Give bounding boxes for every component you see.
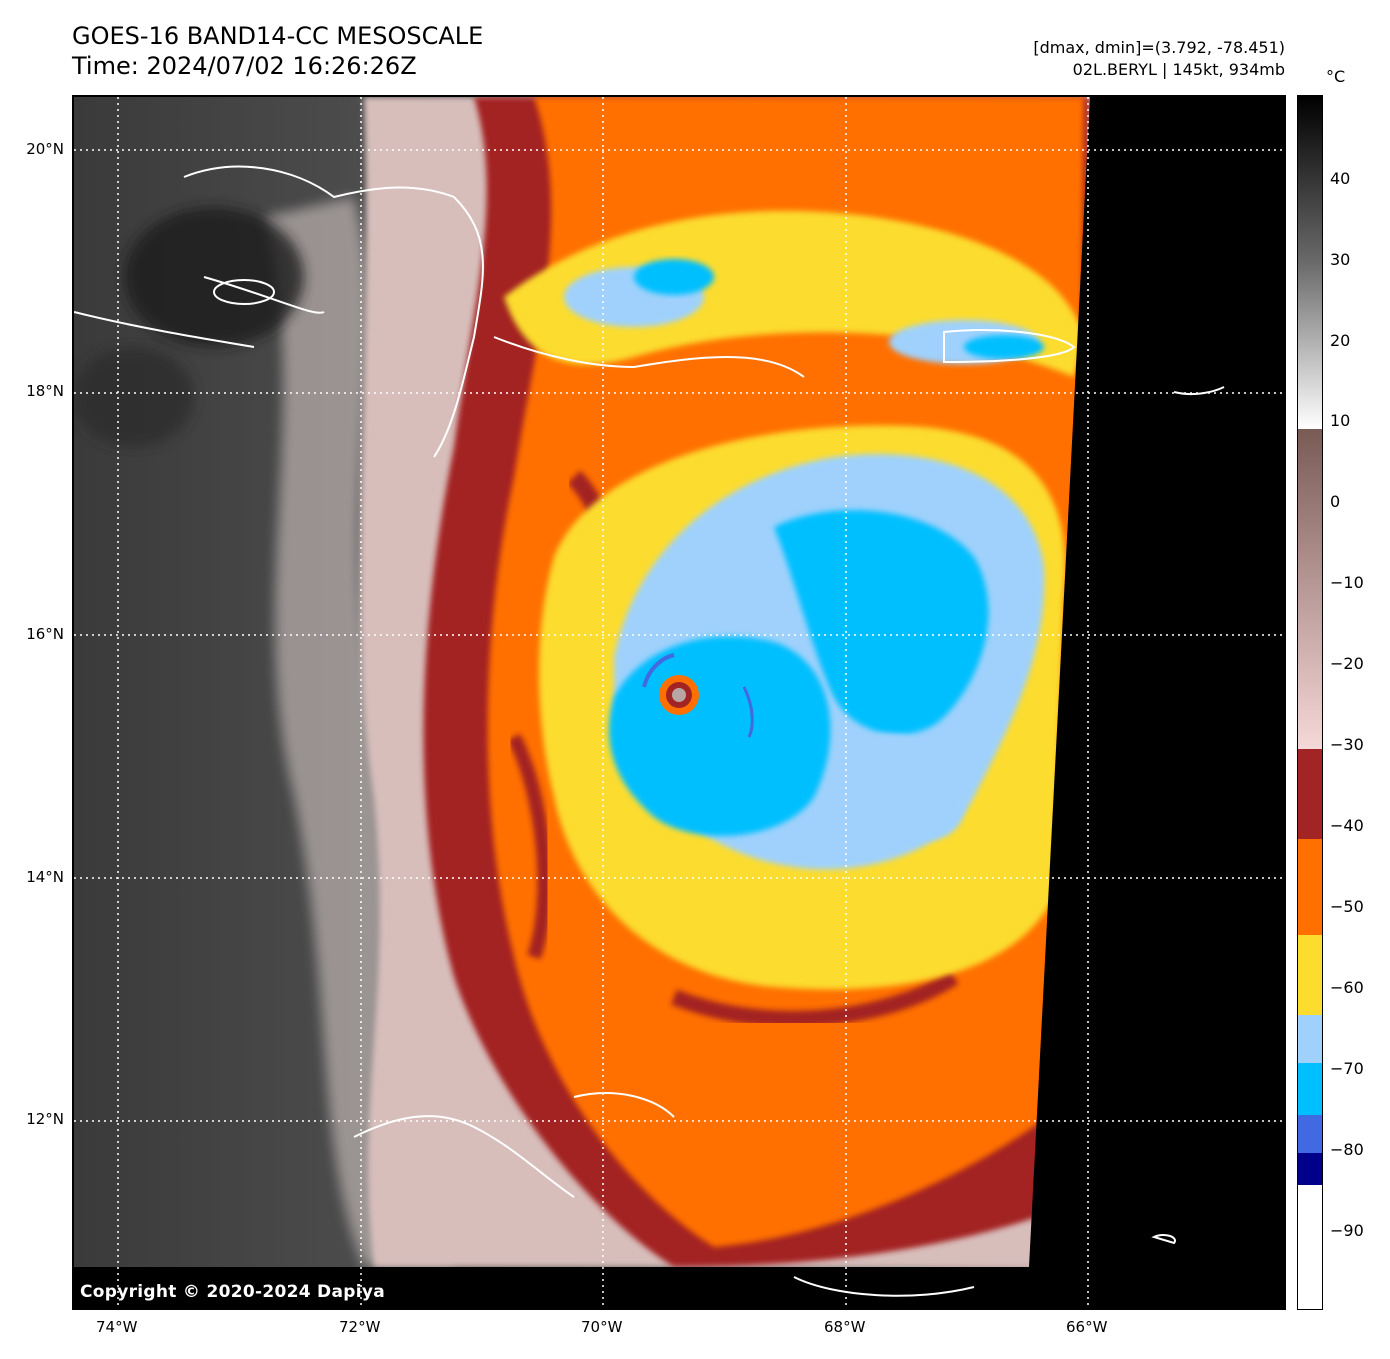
colorbar-tick-minus60: −60 (1330, 978, 1364, 997)
title-line-1: GOES-16 BAND14-CC MESOSCALE (72, 22, 484, 50)
colorbar-tick-minus90: −90 (1330, 1221, 1364, 1240)
lat-label-16n: 16°N (26, 625, 64, 643)
colorbar-tick-minus50: −50 (1330, 897, 1364, 916)
lon-label-72w: 72°W (339, 1318, 381, 1336)
stats-line: [dmax, dmin]=(3.792, -78.451) (1033, 38, 1285, 57)
colorbar-tick-minus20: −20 (1330, 654, 1364, 673)
colorbar-tick-minus10: −10 (1330, 573, 1364, 592)
colorbar-tick-minus30: −30 (1330, 735, 1364, 754)
no-data-region (1029, 97, 1284, 1308)
lat-label-12n: 12°N (26, 1110, 64, 1128)
colorbar-tick-minus40: −40 (1330, 816, 1364, 835)
colorbar-tick-40: 40 (1330, 169, 1351, 188)
hurricane-eye (672, 688, 686, 702)
colorbar-tick-30: 30 (1330, 250, 1351, 269)
lat-label-14n: 14°N (26, 868, 64, 886)
colorbar-tick-0: 0 (1330, 492, 1341, 511)
lon-label-70w: 70°W (581, 1318, 623, 1336)
copyright-text: Copyright © 2020-2024 Dapiya (80, 1282, 385, 1302)
colorbar (1297, 95, 1323, 1310)
colorbar-unit: °C (1326, 67, 1346, 86)
title-line-2: Time: 2024/07/02 16:26:26Z (72, 52, 417, 80)
colorbar-tick-20: 20 (1330, 331, 1351, 350)
colorbar-tick-10: 10 (1330, 411, 1351, 430)
graticule (74, 97, 1284, 1308)
colorbar-gradient (1298, 96, 1322, 1309)
coastlines (74, 165, 1225, 1297)
lat-label-20n: 20°N (26, 140, 64, 158)
lon-label-66w: 66°W (1066, 1318, 1108, 1336)
lon-label-74w: 74°W (96, 1318, 138, 1336)
colorbar-tick-minus80: −80 (1330, 1140, 1364, 1159)
satellite-imagery (74, 97, 1284, 1308)
satellite-map: Copyright © 2020-2024 Dapiya (72, 95, 1286, 1310)
colorbar-tick-minus70: −70 (1330, 1059, 1364, 1078)
lat-label-18n: 18°N (26, 382, 64, 400)
storm-line: 02L.BERYL | 145kt, 934mb (1072, 60, 1285, 79)
lon-label-68w: 68°W (824, 1318, 866, 1336)
